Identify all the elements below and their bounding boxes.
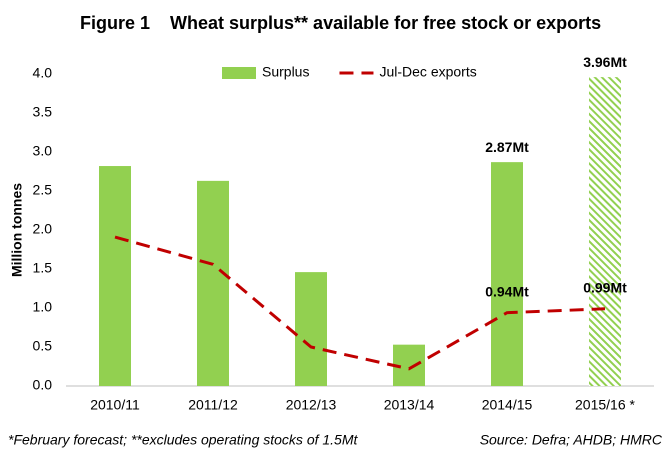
legend-swatch — [222, 67, 256, 79]
y-tick-label: 2.5 — [33, 182, 53, 198]
x-tick-label: 2012/13 — [286, 397, 337, 413]
legend-label: Surplus — [262, 64, 309, 80]
y-tick-label: 1.5 — [33, 260, 53, 276]
chart-title: Figure 1 Wheat surplus** available for f… — [80, 12, 601, 34]
x-tick-label: 2015/16 * — [575, 397, 635, 413]
y-tick-label: 0.0 — [33, 377, 53, 393]
bar — [197, 180, 229, 386]
bar — [491, 162, 523, 386]
x-tick-label: 2013/14 — [384, 397, 435, 413]
x-tick-label: 2011/12 — [188, 397, 238, 413]
x-tick-label: 2014/15 — [482, 397, 533, 413]
x-tick-label: 2010/11 — [90, 397, 140, 413]
data-label: 3.96Mt — [583, 54, 627, 70]
y-tick-label: 0.5 — [33, 338, 53, 354]
legend-label: Jul-Dec exports — [379, 64, 476, 80]
bar — [589, 77, 621, 387]
y-tick-label: 3.0 — [33, 143, 53, 159]
footnote: *February forecast; **excludes operating… — [8, 432, 359, 448]
y-tick-label: 1.0 — [33, 299, 53, 315]
figure-label: Figure 1 — [80, 13, 151, 33]
y-axis-label: Million tonnes — [9, 183, 25, 277]
y-tick-label: 2.0 — [33, 221, 53, 237]
source: Source: Defra; AHDB; HMRC — [480, 432, 663, 448]
bar — [295, 272, 327, 386]
y-tick-label: 4.0 — [33, 65, 53, 81]
line — [114, 235, 606, 371]
data-label: 0.99Mt — [583, 279, 627, 295]
data-label: 2.87Mt — [485, 139, 529, 155]
title-text: Wheat surplus** available for free stock… — [170, 13, 602, 33]
bar — [99, 166, 131, 386]
data-label: 0.94Mt — [485, 283, 529, 299]
y-tick-label: 3.5 — [33, 104, 53, 120]
